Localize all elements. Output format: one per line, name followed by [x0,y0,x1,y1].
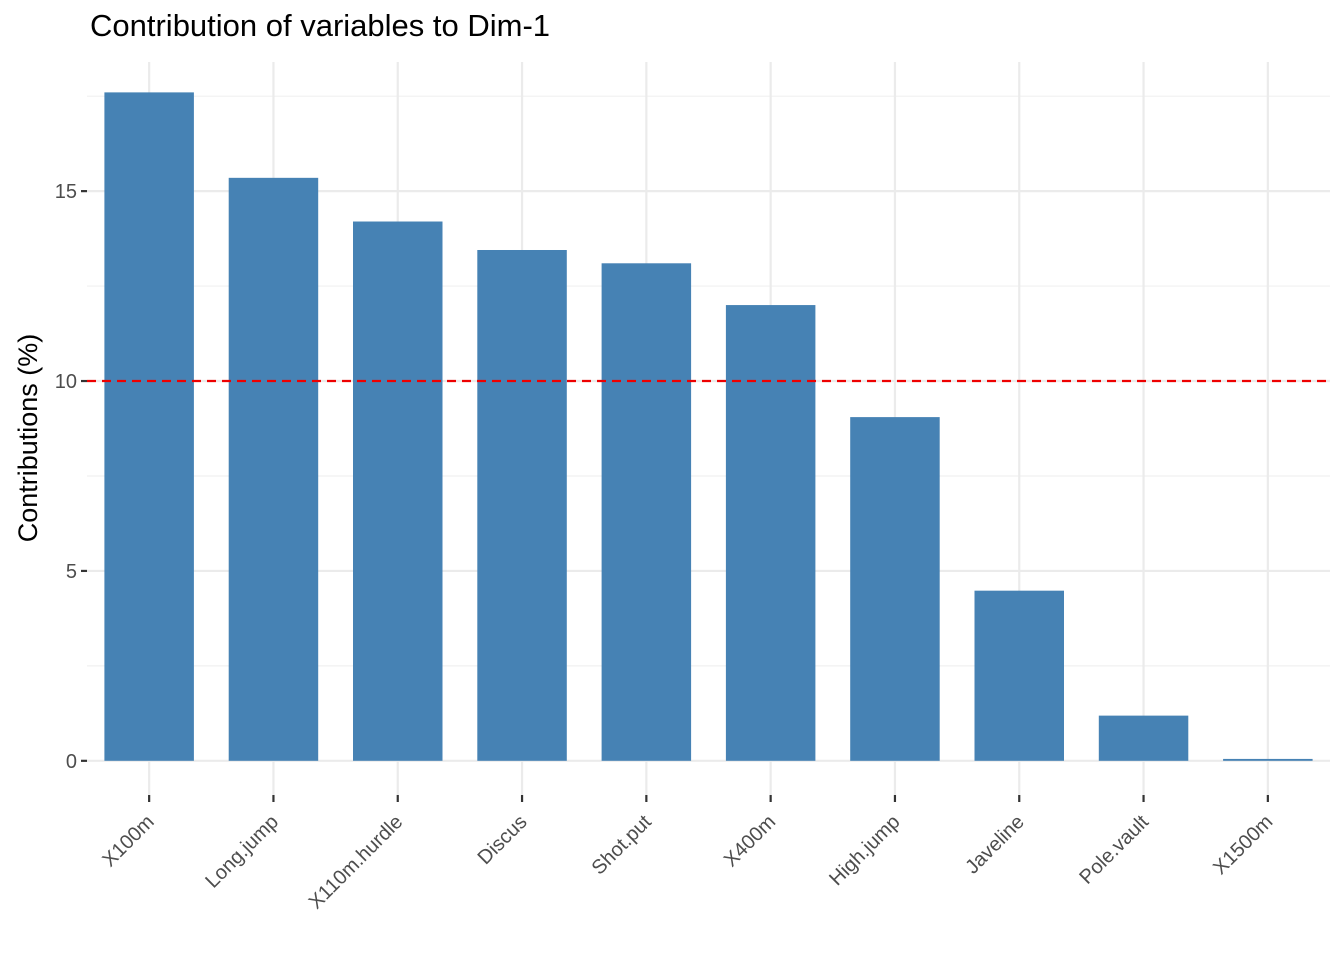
bar-layer [104,92,1313,761]
x-tick-label: Javeline [961,811,1028,878]
x-tick-label: X100m [98,811,158,871]
x-tick-label: High.jump [825,811,904,890]
bar [228,177,319,761]
y-tick-label: 10 [55,371,77,393]
chart-title: Contribution of variables to Dim-1 [90,8,551,43]
x-tick-label: Shot.put [588,811,657,880]
x-tick-label: Pole.vault [1075,811,1153,889]
bar [725,305,816,761]
bar [974,590,1064,761]
bar [104,92,194,761]
bar [1223,758,1313,761]
x-tick-label: X110m.hurdle [305,811,408,914]
bar [601,263,692,761]
x-tick-label: Discus [474,811,532,869]
y-axis-title: Contributions (%) [13,334,43,543]
y-tick-label: 0 [66,751,77,773]
y-tick-label: 5 [66,561,77,583]
x-tick-label: X400m [720,811,780,871]
y-tick-label: 15 [55,181,77,203]
x-tick-label: X1500m [1209,811,1277,879]
bar [850,417,940,761]
bar [477,249,567,761]
x-tick-label: Long.jump [201,811,283,893]
bar [1098,715,1189,761]
bar [353,221,443,761]
